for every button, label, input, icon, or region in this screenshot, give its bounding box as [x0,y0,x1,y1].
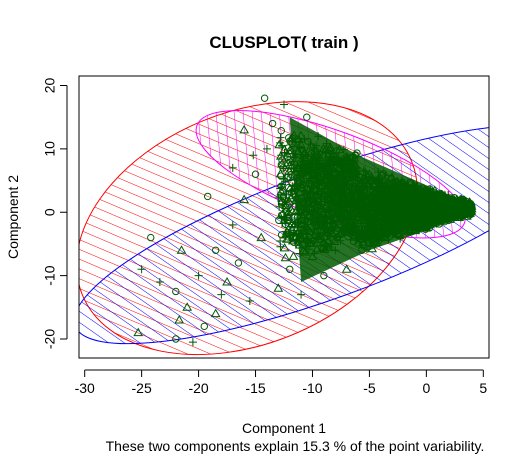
data-point [314,132,323,141]
data-point [354,240,362,248]
x-tick-label: -20 [188,380,208,396]
point-cloud [274,117,477,282]
y-tick-label: -20 [42,329,58,349]
data-point [303,113,311,121]
data-point [341,264,352,273]
data-point [182,302,193,311]
y-tick-label: -10 [42,265,58,285]
y-axis: -20 -10 0 10 20 [42,78,68,349]
data-point [155,277,164,286]
data-point [137,265,146,274]
x-tick-label: 0 [422,380,430,396]
data-point [358,181,369,191]
data-point [337,157,345,166]
data-point [245,296,254,305]
data-point [172,335,180,343]
data-point [456,205,465,213]
data-point [320,271,328,280]
x-tick-label: -10 [302,380,322,396]
data-point [410,213,420,223]
x-axis: -30 -25 -20 -15 -10 -5 0 5 [75,369,487,396]
data-point [382,195,391,204]
data-point [188,338,197,347]
x-tick-label: -5 [363,380,376,396]
data-point [239,194,250,204]
data-point [222,276,232,286]
data-point [262,144,271,153]
data-point [285,265,294,273]
data-point [375,226,386,235]
data-point [228,163,237,172]
y-axis-label: Component 2 [5,175,21,259]
x-tick-label: -30 [75,380,95,396]
data-point [405,202,413,210]
x-tick-label: 5 [479,380,487,396]
data-point [211,246,220,254]
data-point [210,308,221,318]
data-point [172,287,180,296]
data-point [365,233,374,242]
data-point [251,170,260,178]
data-point [432,204,443,213]
data-point [324,143,335,153]
data-point [194,271,203,280]
x-axis-label: Component 1 [242,420,326,436]
data-point [280,100,288,109]
plot-frame [78,75,490,359]
data-point [445,208,454,217]
data-point [464,207,475,216]
data-point [133,327,144,337]
data-point [228,220,237,229]
data-point [249,151,258,160]
data-point [217,290,226,299]
data-point [297,290,306,299]
chart-title: CLUSPLOT( train ) [209,33,358,52]
data-point [260,94,269,102]
data-points [133,94,475,347]
data-point [307,251,318,261]
data-point [331,246,340,255]
y-tick-label: 0 [42,208,58,216]
data-point [176,245,187,254]
y-tick-label: 10 [42,141,58,157]
data-point [174,314,185,324]
data-point [273,283,284,292]
data-point [371,189,379,197]
data-point [393,197,403,207]
data-point [388,221,396,229]
data-point [348,176,357,185]
chart-subtitle: These two components explain 15.3 % of t… [106,438,485,454]
data-point [416,205,425,214]
data-point [268,119,277,128]
plot-area [79,94,489,356]
data-point [200,322,208,331]
x-tick-label: -15 [245,380,265,396]
data-point [422,208,431,216]
data-point [256,232,267,242]
data-point [203,192,212,201]
data-point [234,259,243,267]
data-point [147,233,155,242]
data-point [239,124,250,134]
x-tick-label: -25 [132,380,152,396]
data-point [290,181,301,191]
y-tick-label: 20 [42,78,58,94]
data-point [399,217,408,226]
